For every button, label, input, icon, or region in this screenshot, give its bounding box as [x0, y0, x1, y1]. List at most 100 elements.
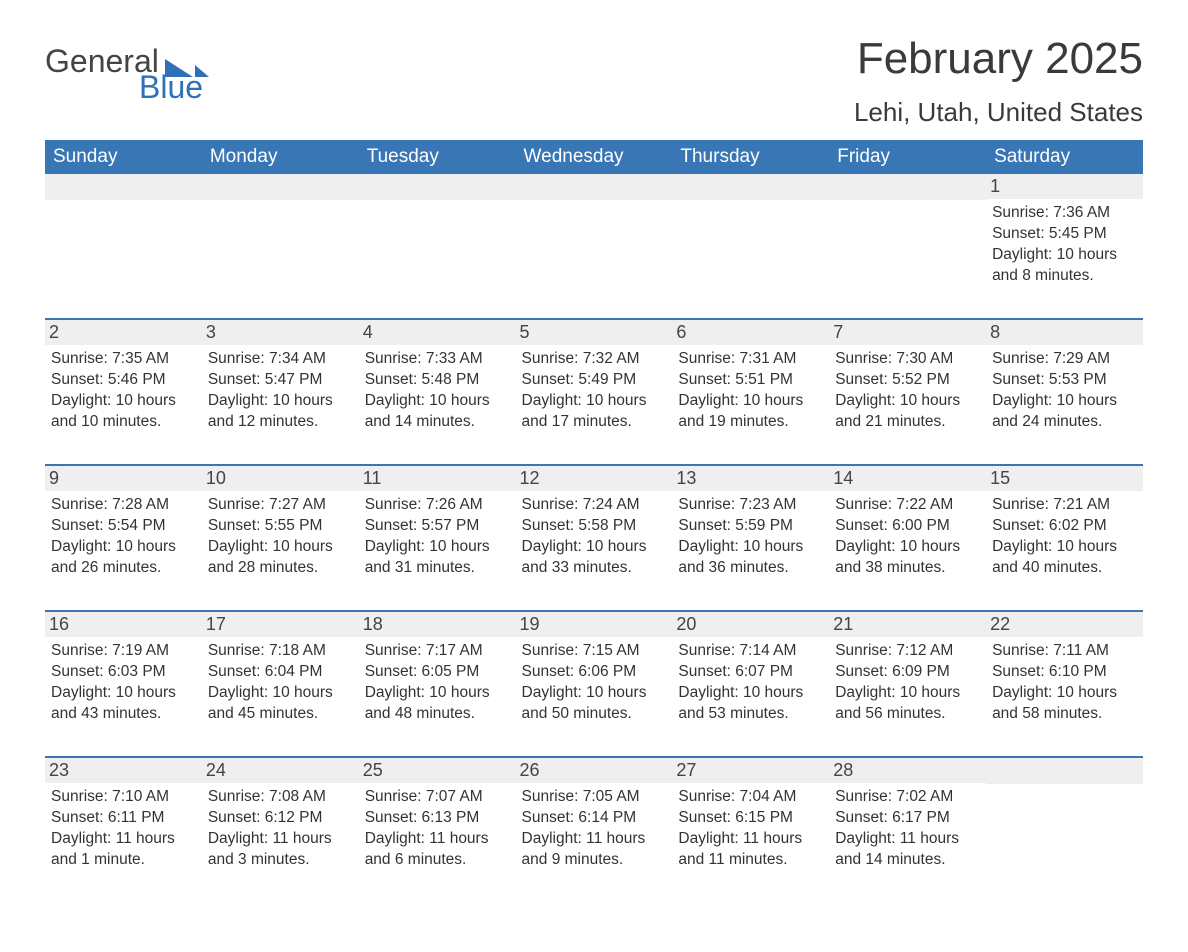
day-number: 1: [986, 174, 1143, 199]
sunset-text: Sunset: 5:57 PM: [365, 516, 510, 537]
daylight-text: Daylight: 10 hours and 12 minutes.: [208, 391, 353, 433]
sunrise-text: Sunrise: 7:22 AM: [835, 495, 980, 516]
logo-word-2: Blue: [139, 71, 203, 103]
sunset-text: Sunset: 5:45 PM: [992, 224, 1137, 245]
daylight-text: Daylight: 10 hours and 19 minutes.: [678, 391, 823, 433]
calendar-day-cell: [829, 174, 986, 319]
daylight-text: Daylight: 10 hours and 48 minutes.: [365, 683, 510, 725]
calendar-day-cell: [45, 174, 202, 319]
day-number: 17: [202, 612, 359, 637]
sunrise-text: Sunrise: 7:29 AM: [992, 349, 1137, 370]
sunset-text: Sunset: 6:09 PM: [835, 662, 980, 683]
sunrise-text: Sunrise: 7:11 AM: [992, 641, 1137, 662]
calendar-day-cell: 7Sunrise: 7:30 AMSunset: 5:52 PMDaylight…: [829, 319, 986, 465]
weekday-header: Thursday: [672, 140, 829, 174]
sunrise-text: Sunrise: 7:28 AM: [51, 495, 196, 516]
day-number: 8: [986, 320, 1143, 345]
day-details: Sunrise: 7:19 AMSunset: 6:03 PMDaylight:…: [51, 641, 196, 725]
sunrise-text: Sunrise: 7:12 AM: [835, 641, 980, 662]
sunrise-text: Sunrise: 7:31 AM: [678, 349, 823, 370]
weekday-header: Wednesday: [516, 140, 673, 174]
title-block: February 2025 Lehi, Utah, United States: [854, 35, 1143, 128]
day-details: Sunrise: 7:10 AMSunset: 6:11 PMDaylight:…: [51, 787, 196, 871]
calendar-day-cell: 9Sunrise: 7:28 AMSunset: 5:54 PMDaylight…: [45, 465, 202, 611]
daylight-text: Daylight: 10 hours and 45 minutes.: [208, 683, 353, 725]
calendar-day-cell: [202, 174, 359, 319]
day-details: Sunrise: 7:23 AMSunset: 5:59 PMDaylight:…: [678, 495, 823, 579]
day-number: 13: [672, 466, 829, 491]
sunrise-text: Sunrise: 7:07 AM: [365, 787, 510, 808]
day-number: 6: [672, 320, 829, 345]
daylight-text: Daylight: 10 hours and 53 minutes.: [678, 683, 823, 725]
page-header: General Blue February 2025 Lehi, Utah, U…: [45, 35, 1143, 128]
day-number: 22: [986, 612, 1143, 637]
calendar-day-cell: 21Sunrise: 7:12 AMSunset: 6:09 PMDayligh…: [829, 611, 986, 757]
sunrise-text: Sunrise: 7:21 AM: [992, 495, 1137, 516]
calendar-day-cell: [986, 757, 1143, 902]
sunrise-text: Sunrise: 7:23 AM: [678, 495, 823, 516]
sunrise-text: Sunrise: 7:35 AM: [51, 349, 196, 370]
calendar-week-row: 2 Sunrise: 7:35 AMSunset: 5:46 PMDaylight…: [45, 319, 1143, 465]
day-details: Sunrise: 7:15 AMSunset: 6:06 PMDaylight:…: [522, 641, 667, 725]
day-number: [45, 174, 202, 200]
weekday-header: Saturday: [986, 140, 1143, 174]
calendar-week-row: 1Sunrise: 7:36 AMSunset: 5:45 PMDaylight…: [45, 174, 1143, 319]
sunrise-text: Sunrise: 7:26 AM: [365, 495, 510, 516]
day-number: 5: [516, 320, 673, 345]
weekday-header: Friday: [829, 140, 986, 174]
day-number: 2: [45, 320, 202, 345]
day-number: 20: [672, 612, 829, 637]
calendar-day-cell: 3Sunrise: 7:34 AMSunset: 5:47 PMDaylight…: [202, 319, 359, 465]
daylight-text: Daylight: 10 hours and 26 minutes.: [51, 537, 196, 579]
day-number: [986, 758, 1143, 784]
sunset-text: Sunset: 6:05 PM: [365, 662, 510, 683]
calendar-day-cell: [359, 174, 516, 319]
weekday-header: Sunday: [45, 140, 202, 174]
calendar-page: General Blue February 2025 Lehi, Utah, U…: [0, 0, 1188, 952]
sunrise-text: Sunrise: 7:36 AM: [992, 203, 1137, 224]
calendar-day-cell: [672, 174, 829, 319]
day-number: 24: [202, 758, 359, 783]
calendar-day-cell: 26Sunrise: 7:05 AMSunset: 6:14 PMDayligh…: [516, 757, 673, 902]
sunset-text: Sunset: 5:48 PM: [365, 370, 510, 391]
calendar-day-cell: 8 Sunrise: 7:29 AMSunset: 5:53 PMDaylight…: [986, 319, 1143, 465]
sunset-text: Sunset: 6:07 PM: [678, 662, 823, 683]
sunset-text: Sunset: 6:06 PM: [522, 662, 667, 683]
day-number: [516, 174, 673, 200]
day-details: Sunrise: 7:04 AMSunset: 6:15 PMDaylight:…: [678, 787, 823, 871]
day-number: 28: [829, 758, 986, 783]
sunset-text: Sunset: 5:53 PM: [992, 370, 1137, 391]
sunrise-text: Sunrise: 7:10 AM: [51, 787, 196, 808]
page-title: February 2025: [854, 35, 1143, 83]
sunset-text: Sunset: 6:11 PM: [51, 808, 196, 829]
weekday-header: Monday: [202, 140, 359, 174]
sunrise-text: Sunrise: 7:02 AM: [835, 787, 980, 808]
calendar-week-row: 16Sunrise: 7:19 AMSunset: 6:03 PMDayligh…: [45, 611, 1143, 757]
day-details: Sunrise: 7:26 AMSunset: 5:57 PMDaylight:…: [365, 495, 510, 579]
day-details: Sunrise: 7:08 AMSunset: 6:12 PMDaylight:…: [208, 787, 353, 871]
daylight-text: Daylight: 11 hours and 6 minutes.: [365, 829, 510, 871]
sunrise-text: Sunrise: 7:05 AM: [522, 787, 667, 808]
sunset-text: Sunset: 6:03 PM: [51, 662, 196, 683]
day-details: Sunrise: 7:12 AMSunset: 6:09 PMDaylight:…: [835, 641, 980, 725]
sunset-text: Sunset: 6:14 PM: [522, 808, 667, 829]
calendar-day-cell: 6Sunrise: 7:31 AMSunset: 5:51 PMDaylight…: [672, 319, 829, 465]
sunrise-text: Sunrise: 7:19 AM: [51, 641, 196, 662]
weekday-header: Tuesday: [359, 140, 516, 174]
day-number: 9: [45, 466, 202, 491]
calendar-day-cell: 17Sunrise: 7:18 AMSunset: 6:04 PMDayligh…: [202, 611, 359, 757]
day-details: Sunrise: 7:34 AMSunset: 5:47 PMDaylight:…: [208, 349, 353, 433]
day-number: [672, 174, 829, 200]
day-details: Sunrise: 7:29 AMSunset: 5:53 PMDaylight:…: [992, 349, 1137, 433]
calendar-day-cell: 25Sunrise: 7:07 AMSunset: 6:13 PMDayligh…: [359, 757, 516, 902]
sunrise-text: Sunrise: 7:24 AM: [522, 495, 667, 516]
calendar-day-cell: 12Sunrise: 7:24 AMSunset: 5:58 PMDayligh…: [516, 465, 673, 611]
day-details: Sunrise: 7:35 AMSunset: 5:46 PMDaylight:…: [51, 349, 196, 433]
sunset-text: Sunset: 6:10 PM: [992, 662, 1137, 683]
calendar-day-cell: 19Sunrise: 7:15 AMSunset: 6:06 PMDayligh…: [516, 611, 673, 757]
sunrise-text: Sunrise: 7:32 AM: [522, 349, 667, 370]
calendar-day-cell: 18Sunrise: 7:17 AMSunset: 6:05 PMDayligh…: [359, 611, 516, 757]
daylight-text: Daylight: 11 hours and 14 minutes.: [835, 829, 980, 871]
sunrise-text: Sunrise: 7:14 AM: [678, 641, 823, 662]
day-details: Sunrise: 7:07 AMSunset: 6:13 PMDaylight:…: [365, 787, 510, 871]
